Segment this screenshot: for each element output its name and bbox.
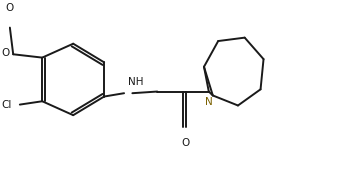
Text: O: O	[2, 48, 10, 58]
Text: N: N	[205, 97, 213, 107]
Text: O: O	[6, 3, 14, 13]
Text: Cl: Cl	[1, 100, 11, 110]
Text: NH: NH	[128, 77, 144, 87]
Text: O: O	[181, 138, 190, 148]
